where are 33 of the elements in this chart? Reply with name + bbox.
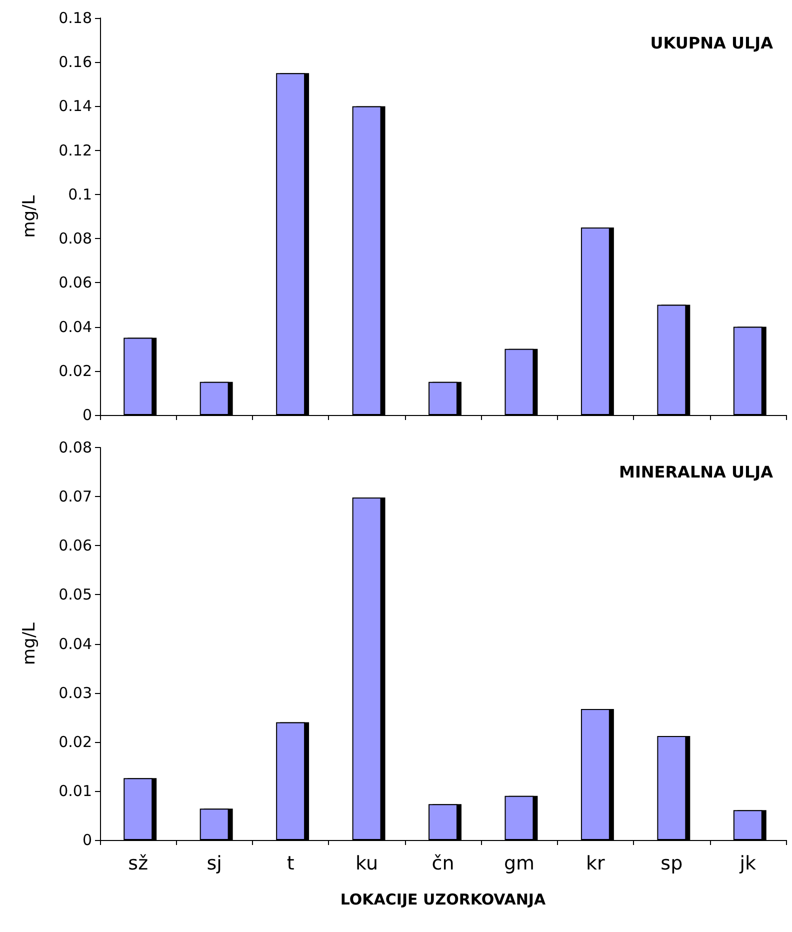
y-tick-label: 0.04 <box>58 634 92 653</box>
y-tick-label: 0.18 <box>58 9 92 27</box>
y-tick-label: 0.01 <box>58 782 92 800</box>
x-tick-label: kr <box>586 852 606 874</box>
y-tick-label: 0.02 <box>58 362 92 380</box>
y-tick-label: 0.1 <box>68 185 92 204</box>
text: UKUPNA ULJA <box>650 34 774 52</box>
y-tick-label: 0.06 <box>58 536 92 555</box>
x-tick-label: jk <box>738 852 756 874</box>
x-axis-title: LOKACIJE UZORKOVANJA <box>340 890 546 908</box>
y-tick-label: 0 <box>82 406 92 424</box>
x-tick-label: ku <box>356 852 378 874</box>
y-axis-title: mg/L <box>20 622 40 666</box>
y-tick-label: 0 <box>82 831 92 849</box>
y-axis-title: mg/L <box>20 194 40 238</box>
x-tick-label: t <box>286 852 294 874</box>
x-tick-label: gm <box>504 852 535 874</box>
y-tick-label: 0.08 <box>58 230 92 248</box>
y-tick-label: 0.03 <box>58 684 92 702</box>
text: MINERALNA ULJA <box>619 462 774 482</box>
y-tick-label: 0.02 <box>58 732 92 751</box>
y-tick-label: 0.14 <box>58 97 92 116</box>
x-tick-label: čn <box>432 852 454 874</box>
x-tick-label: sž <box>128 852 148 874</box>
y-tick-label: 0.07 <box>58 488 92 506</box>
y-tick-label: 0.04 <box>58 318 92 336</box>
y-tick-label: 0.06 <box>58 274 92 292</box>
y-tick-label: 0.16 <box>58 53 92 72</box>
y-tick-label: 0.08 <box>58 438 92 456</box>
x-tick-label: sp <box>660 852 683 874</box>
y-tick-label: 0.05 <box>58 586 92 604</box>
x-tick-label: sj <box>206 852 222 874</box>
y-tick-label: 0.12 <box>58 141 92 160</box>
